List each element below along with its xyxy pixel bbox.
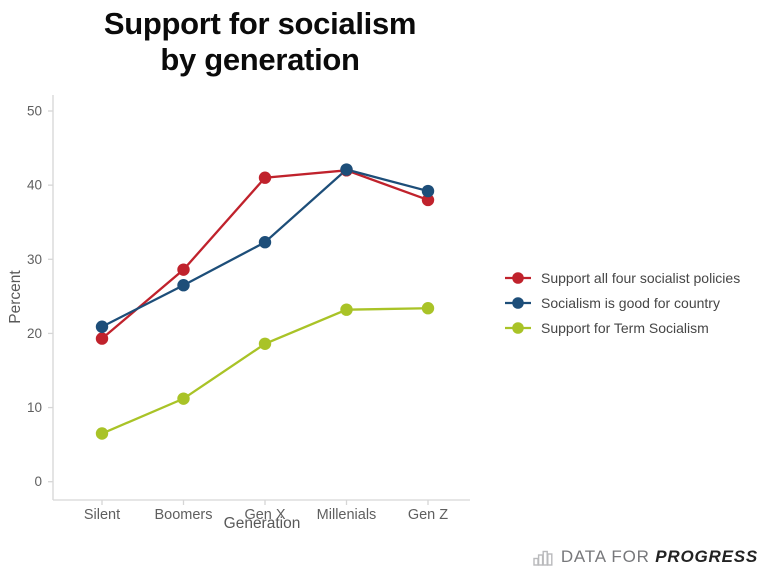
legend-marker-blue-icon <box>505 297 531 309</box>
svg-text:Boomers: Boomers <box>154 507 212 523</box>
legend: Support all four socialist policies Soci… <box>505 270 741 336</box>
logo-text-data-for: DATA FOR <box>560 547 650 566</box>
svg-text:0: 0 <box>34 474 42 489</box>
svg-text:10: 10 <box>27 400 42 415</box>
x-axis-label: Generation <box>223 515 301 532</box>
svg-text:50: 50 <box>27 104 42 119</box>
chart-title-line-1: Support for socialism <box>103 6 417 41</box>
svg-text:Gen Z: Gen Z <box>408 507 448 523</box>
svg-text:Millenials: Millenials <box>317 507 377 523</box>
svg-text:30: 30 <box>27 252 42 267</box>
y-axis-label: Percent <box>7 270 24 324</box>
legend-row-blue: Socialism is good for country <box>505 295 740 311</box>
chart-title: Support for socialism by generation <box>0 6 520 78</box>
svg-text:40: 40 <box>27 178 42 193</box>
svg-text:Gen X: Gen X <box>244 507 285 523</box>
legend-row-green: Support for Term Socialism <box>505 320 740 336</box>
svg-text:20: 20 <box>27 326 42 341</box>
svg-text:Silent: Silent <box>84 507 120 523</box>
legend-row-red: Support all four socialist policies <box>505 270 741 286</box>
logo-text: DATA FOR PROGRESS <box>561 547 758 567</box>
legend-label-red: Support all four socialist policies <box>541 270 741 286</box>
logo-text-progress: PROGRESS <box>655 547 758 566</box>
legend-label-blue: Socialism is good for country <box>541 295 720 311</box>
dfp-logo: DATA FOR PROGRESS <box>533 547 758 567</box>
legend-marker-green-icon <box>505 322 531 334</box>
legend-label-green: Support for Term Socialism <box>541 320 709 336</box>
legend-marker-red-icon <box>505 272 531 284</box>
chart-title-line-2: by generation <box>160 42 360 77</box>
bar-chart-icon <box>533 550 553 566</box>
